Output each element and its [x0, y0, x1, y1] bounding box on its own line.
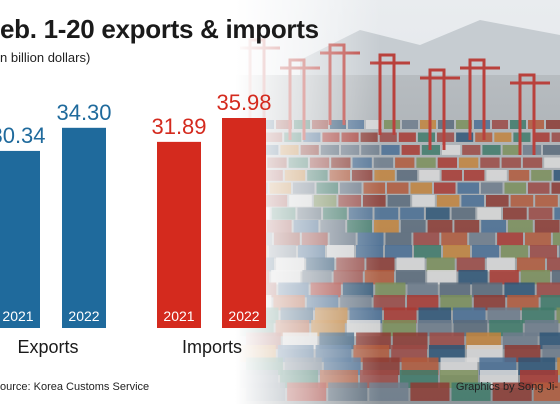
exports-value-label-2022: 34.30 — [56, 100, 111, 125]
graphics-credit: Graphics by Song Ji- — [455, 381, 558, 393]
imports-group-label: Imports — [182, 337, 242, 357]
exports-bar-2021 — [0, 150, 40, 328]
unit-label: n billion dollars) — [0, 50, 91, 65]
imports-bar-2022 — [222, 118, 266, 328]
source-note: ource: Korea Customs Service — [0, 381, 150, 393]
imports-year-label-2021: 2021 — [163, 308, 194, 324]
exports-bar-2022 — [62, 127, 106, 328]
exports-year-label-2021: 2021 — [2, 308, 33, 324]
exports-group-label: Exports — [17, 337, 78, 357]
exports-year-label-2022: 2022 — [68, 308, 99, 324]
imports-value-label-2021: 31.89 — [151, 114, 206, 139]
bar-layer: 30.34 2021 34.30 2022 Exports 31.89 2021 35.98 2… — [0, 90, 272, 357]
imports-bar-2021 — [157, 141, 201, 328]
imports-year-label-2022: 2022 — [228, 308, 259, 324]
chart-title: eb. 1-20 exports & imports — [0, 14, 319, 44]
imports-value-label-2022: 35.98 — [216, 90, 271, 115]
exports-value-label-2021: 30.34 — [0, 123, 46, 148]
